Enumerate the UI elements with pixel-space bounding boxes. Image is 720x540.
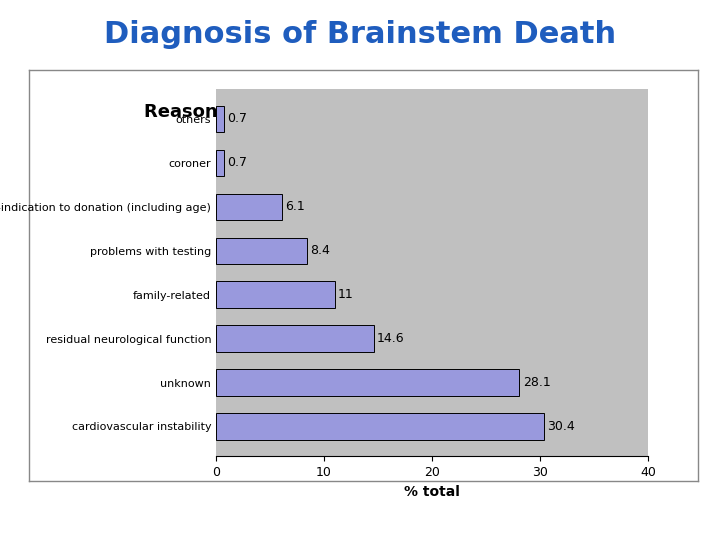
Text: 14.6: 14.6 — [377, 332, 405, 345]
Bar — [216, 281, 335, 308]
Bar — [216, 150, 223, 176]
Text: Reasons for not testing (approx 350 / year): Reasons for not testing (approx 350 / ye… — [145, 103, 582, 121]
Bar — [216, 106, 223, 132]
Text: 11: 11 — [338, 288, 354, 301]
Bar — [216, 326, 374, 352]
X-axis label: % total: % total — [404, 484, 460, 498]
Bar — [216, 238, 307, 264]
Text: 30.4: 30.4 — [547, 420, 575, 433]
Text: 0.7: 0.7 — [227, 157, 247, 170]
Bar — [216, 369, 520, 396]
Text: 6.1: 6.1 — [285, 200, 305, 213]
Text: Professional Development Programme for Organ Donation: Professional Development Programme for O… — [14, 509, 473, 523]
Text: Diagnosis of Brainstem Death: Diagnosis of Brainstem Death — [104, 19, 616, 49]
Bar — [216, 413, 544, 440]
Text: 0.7: 0.7 — [227, 112, 247, 125]
Text: 28.1: 28.1 — [523, 376, 551, 389]
Text: 8.4: 8.4 — [310, 244, 330, 257]
Bar — [216, 194, 282, 220]
